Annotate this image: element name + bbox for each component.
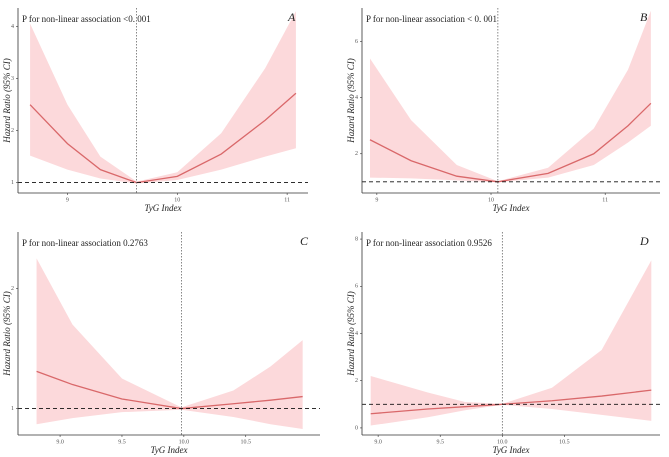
y-tick-label: 1 xyxy=(11,180,14,186)
panel-letter: D xyxy=(639,234,649,248)
x-axis-label: TyG Index xyxy=(492,445,529,455)
y-tick-label: 4 xyxy=(355,95,358,101)
hr-line xyxy=(29,92,297,184)
x-axis-label: TyG Index xyxy=(492,203,529,213)
panel-letter: B xyxy=(640,10,648,24)
y-tick-label: 2 xyxy=(11,128,14,134)
ci-band xyxy=(369,10,651,183)
x-tick-label: 9 xyxy=(66,197,69,203)
x-axis-label: TyG Index xyxy=(144,203,181,213)
x-tick-label: 10.5 xyxy=(559,439,570,445)
y-tick-label: 8 xyxy=(355,236,358,242)
ci-band xyxy=(30,11,296,184)
y-tick-label: 4 xyxy=(355,331,358,337)
x-tick-label: 9.5 xyxy=(118,439,126,445)
y-tick-label: 0 xyxy=(355,425,358,431)
y-tick-label: 4 xyxy=(11,24,14,30)
ci-band xyxy=(36,258,303,429)
x-tick-label: 10 xyxy=(174,197,180,203)
y-tick-label: 6 xyxy=(355,39,358,45)
panel-letter: C xyxy=(300,234,309,248)
panel-letter: A xyxy=(287,10,296,24)
y-axis-label: Hazard Ratio (95% CI) xyxy=(2,291,12,376)
x-tick-label: 10.0 xyxy=(179,439,190,445)
x-tick-label: 9.0 xyxy=(56,439,64,445)
panel-title: P for non-linear association 0.9526 xyxy=(366,238,492,248)
y-tick-label: 3 xyxy=(11,76,14,82)
x-tick-label: 9 xyxy=(375,197,378,203)
x-tick-label: 10.5 xyxy=(240,439,251,445)
ci-band xyxy=(370,260,652,426)
panel-title: P for non-linear association <0. 001 xyxy=(22,14,151,24)
x-tick-label: 11 xyxy=(602,197,608,203)
x-tick-label: 9.0 xyxy=(374,439,382,445)
y-axis-label: Hazard Ratio (95% CI) xyxy=(2,58,12,143)
y-tick-label: 6 xyxy=(355,284,358,290)
x-tick-label: 10.0 xyxy=(497,439,508,445)
hr-line xyxy=(369,102,652,183)
x-axis-label: TyG Index xyxy=(150,445,187,455)
y-tick-label: 1 xyxy=(11,406,14,412)
y-axis-label: Hazard Ratio (95% CI) xyxy=(346,291,356,376)
y-tick-label: 2 xyxy=(355,151,358,157)
panel-title: P for non-linear association 0.2763 xyxy=(22,238,148,248)
x-tick-label: 10 xyxy=(488,197,494,203)
panel-title: P for non-linear association < 0. 001 xyxy=(366,14,497,24)
y-tick-label: 2 xyxy=(11,286,14,292)
y-axis-label: Hazard Ratio (95% CI) xyxy=(346,58,356,143)
x-tick-label: 9.5 xyxy=(436,439,444,445)
x-tick-label: 11 xyxy=(284,197,290,203)
y-tick-label: 2 xyxy=(355,378,358,384)
